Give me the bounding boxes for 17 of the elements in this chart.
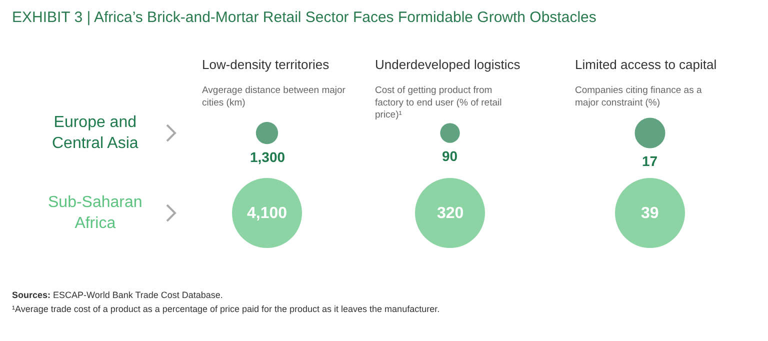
text: EXHIBIT 3 | Africa’s Brick-and-Mortar Retail Sector Faces Formidable Growth Obstacles bbox=[12, 9, 596, 26]
data-label: 39 bbox=[641, 205, 659, 222]
text: Avgerage distance between major cities (km) bbox=[202, 85, 346, 108]
text: Limited access to capital bbox=[575, 57, 717, 72]
text: Companies citing finance as a major constraint (%) bbox=[575, 85, 702, 108]
data-label: 90 bbox=[442, 148, 458, 164]
source-note: Sources: ESCAP-World Bank Trade Cost Database. bbox=[12, 290, 223, 300]
data-label: 4,100 bbox=[247, 205, 288, 222]
data-label: 1,300 bbox=[250, 149, 286, 165]
text: Low-density territories bbox=[202, 57, 330, 72]
text: ¹Average trade cost of a product as a percentage of price paid for the product as it leaves the manufacturer. bbox=[12, 304, 440, 314]
category-label: Sub-Saharan Africa bbox=[48, 194, 142, 232]
text: Underdeveloped logistics bbox=[375, 57, 521, 72]
text: Cost of getting product from factory to end user (% of retail price)¹ bbox=[375, 85, 502, 121]
category-label: Europe and Central Asia bbox=[52, 114, 138, 152]
data-label: 320 bbox=[437, 205, 464, 222]
data-label: 17 bbox=[642, 153, 658, 169]
